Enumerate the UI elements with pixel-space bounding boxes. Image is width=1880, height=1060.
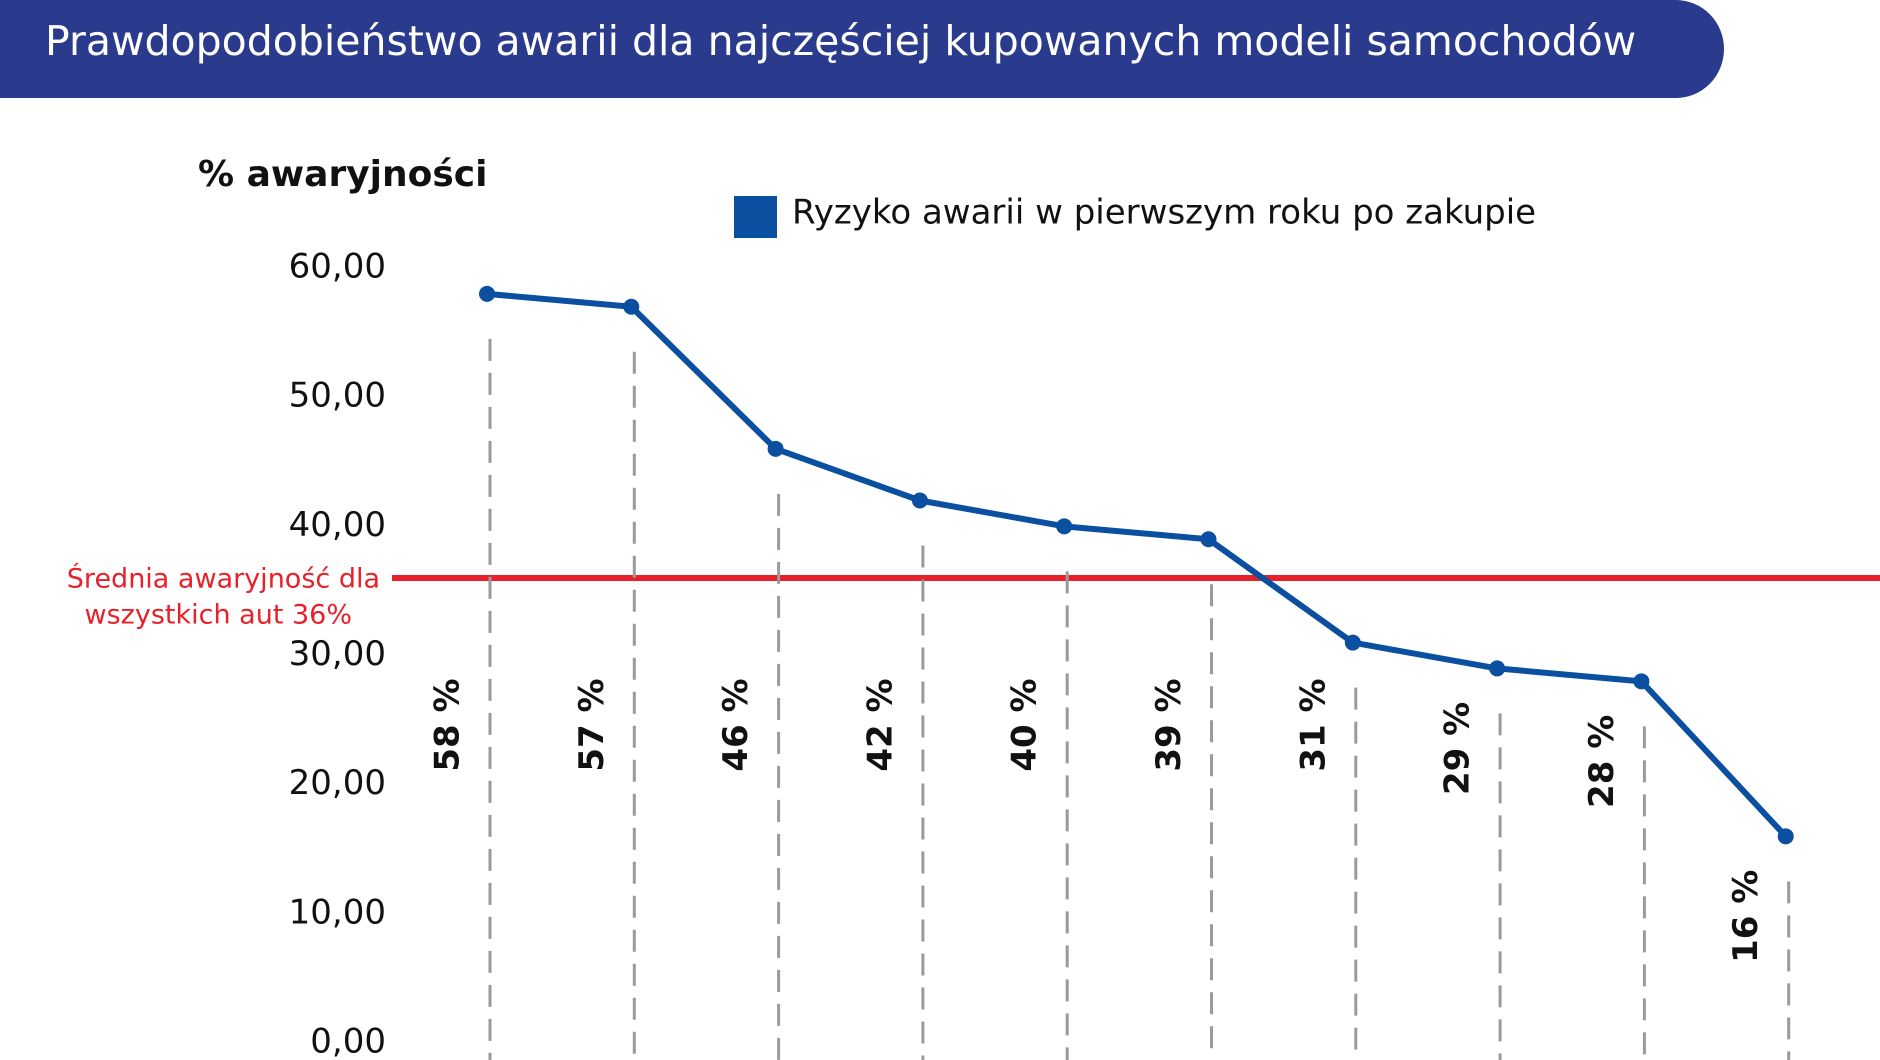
- data-point: [479, 285, 495, 302]
- y-tick-label: 60,00: [289, 247, 386, 287]
- data-point: [1489, 660, 1506, 677]
- legend-label: Ryzyko awarii w pierwszym roku po zakupi…: [792, 193, 1536, 233]
- value-label: 29 %: [1438, 702, 1478, 795]
- data-point: [767, 440, 784, 457]
- value-label: 16 %: [1726, 870, 1766, 963]
- value-label: 57 %: [572, 678, 612, 771]
- data-point: [911, 492, 928, 509]
- data-point: [1200, 531, 1217, 548]
- y-tick-label: 20,00: [289, 763, 386, 803]
- y-tick-label: 10,00: [289, 892, 386, 932]
- value-label: 31 %: [1293, 678, 1333, 771]
- value-label: 46 %: [716, 678, 756, 771]
- legend-swatch: [734, 196, 777, 238]
- value-label: 58 %: [428, 678, 468, 771]
- reference-label: Średnia awaryjność dla: [67, 563, 380, 595]
- title-bar: [0, 0, 1724, 98]
- chart-title: Prawdopodobieństwo awarii dla najczęście…: [45, 17, 1636, 65]
- data-point: [623, 298, 640, 315]
- y-tick-label: 30,00: [289, 634, 386, 674]
- reference-label: wszystkich aut 36%: [85, 600, 352, 631]
- data-point: [1344, 634, 1361, 651]
- value-label: 28 %: [1582, 715, 1622, 808]
- y-tick-label: 0,00: [310, 1022, 386, 1060]
- value-label: 42 %: [860, 678, 900, 771]
- data-point: [1056, 518, 1073, 535]
- data-line: [486, 290, 1788, 839]
- data-point: [1633, 673, 1650, 690]
- value-label: 40 %: [1005, 678, 1045, 771]
- value-label: 39 %: [1149, 678, 1189, 771]
- y-tick-label: 50,00: [289, 376, 386, 416]
- y-tick-label: 40,00: [289, 505, 386, 545]
- data-point: [1777, 828, 1794, 845]
- y-axis-title: % awaryjności: [198, 154, 487, 195]
